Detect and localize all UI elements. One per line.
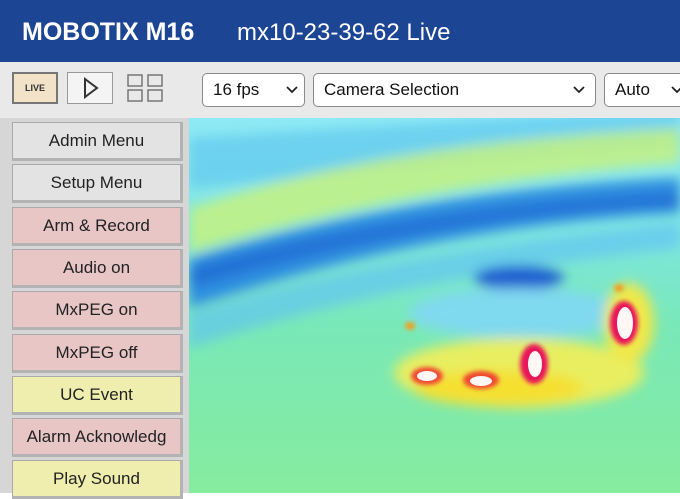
chevron [286,86,298,94]
brand: MOBOTIX M16 [22,18,194,47]
play-button[interactable] [67,72,113,104]
fps-value: 16 fps [213,80,259,99]
grid-icon [122,72,168,104]
menu-button[interactable]: Audio on [12,249,183,288]
menu-button[interactable]: MxPEG on [12,291,183,330]
menu-button[interactable]: UC Event [12,376,183,415]
camera-value: Camera Selection [324,80,459,99]
chevron [573,86,585,94]
camera-select[interactable]: Camera Selection [313,73,596,107]
menu-button[interactable]: MxPEG off [12,334,183,373]
menu-button[interactable]: Alarm Acknowledg [12,418,183,457]
menu-button[interactable]: Admin Menu [12,122,183,161]
mode-select[interactable]: Auto [604,73,680,107]
thermal-view [189,118,680,493]
menu-button[interactable]: Arm & Record [12,207,183,246]
fps-select[interactable]: 16 fps [202,73,305,107]
play-icon [68,73,112,103]
menu-button[interactable]: Setup Menu [12,164,183,203]
live-button[interactable]: LIVE [12,72,58,104]
page-title: mx10-23-39-62 Live [237,19,450,47]
mode-value: Auto [615,80,650,99]
grid-button[interactable] [122,72,168,104]
chevron [671,86,680,94]
header: MOBOTIX M16 mx10-23-39-62 Live [0,0,680,62]
toolbar: LIVE 16 fps Camera Selection Auto [0,62,680,119]
menu-button[interactable]: Play Sound [12,460,183,499]
page: {"header": {"brand": "MOBOTIX M16", "tit… [0,0,680,493]
